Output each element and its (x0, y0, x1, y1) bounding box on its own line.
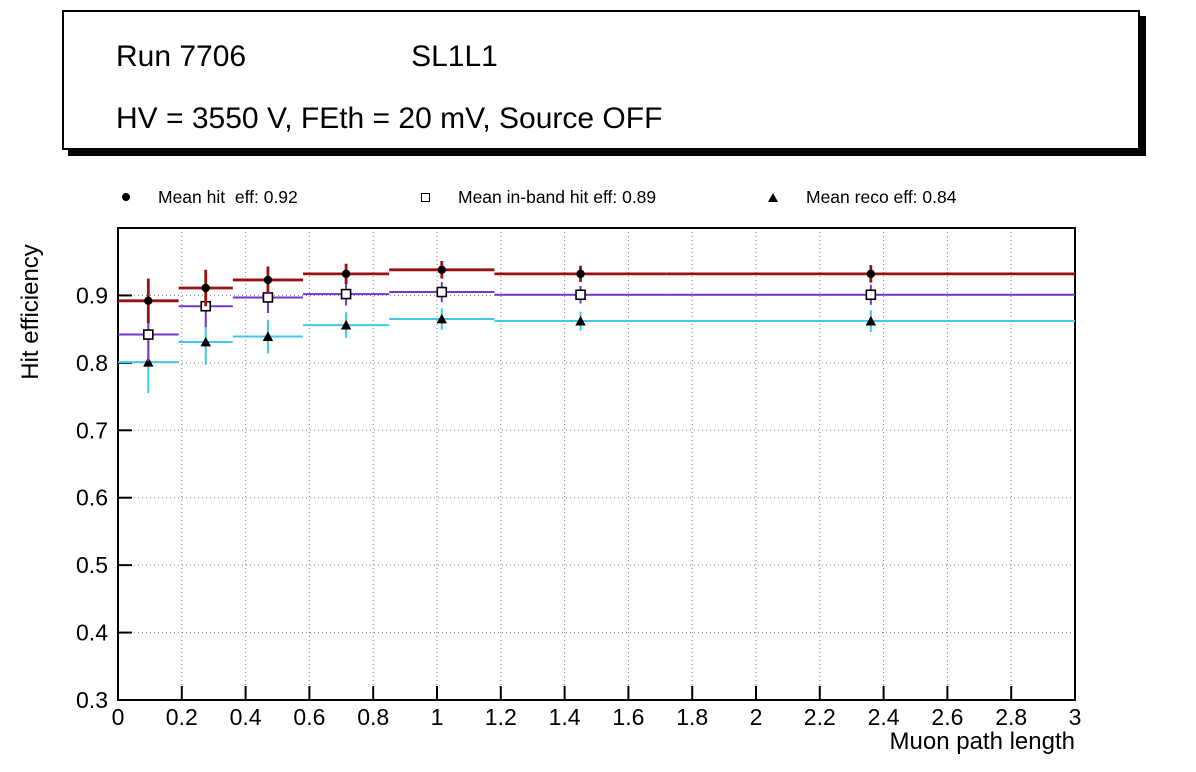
marker-mean-hit-eff (263, 275, 273, 285)
marker-mean-reco-eff (865, 315, 877, 326)
marker-mean-hit-eff (201, 283, 210, 293)
marker-mean-reco-eff (575, 315, 586, 326)
y-axis-title: Hit efficiency (17, 244, 44, 380)
x-axis-title: Muon path length (890, 728, 1075, 755)
y-tick-label: 0.8 (76, 350, 108, 376)
x-tick-label: 2.2 (804, 704, 836, 730)
marker-mean-hit-eff (144, 296, 153, 306)
marker-mean-reco-eff (436, 313, 447, 324)
legend-label-hit-eff: Mean hit eff: 0.92 (158, 186, 298, 207)
marker-mean-hit-eff (866, 269, 876, 279)
marker-mean-reco-eff (200, 336, 211, 347)
filled-triangle-icon (768, 192, 778, 202)
x-tick-label: 0.8 (357, 704, 389, 730)
run-number: Run 7706 (116, 40, 247, 73)
x-tick-label: 2.6 (931, 704, 963, 730)
marker-mean-inband-hit-eff (436, 286, 448, 298)
title-box: Run 7706 SL1L1 HV = 3550 V, FEth = 20 mV,… (62, 10, 1140, 150)
x-tick-label: 1.4 (549, 704, 581, 730)
marker-mean-hit-eff (341, 269, 351, 279)
legend-item-reco-eff: Mean reco eff: 0.84 (768, 184, 956, 210)
marker-mean-hit-eff (437, 265, 446, 275)
title-line-1: Run 7706 SL1L1 (116, 40, 498, 74)
x-tick-label: 2 (750, 704, 763, 730)
conditions-label: HV = 3550 V, FEth = 20 mV, Source OFF (116, 102, 663, 135)
x-tick-label: 1.6 (612, 704, 644, 730)
plot-frame (117, 227, 1076, 701)
marker-mean-inband-hit-eff (865, 289, 877, 301)
x-tick-label: 2.4 (868, 704, 900, 730)
legend-item-hit-eff: Mean hit eff: 0.92 (122, 184, 298, 210)
marker-mean-inband-hit-eff (262, 292, 274, 303)
legend-label-reco-eff: Mean reco eff: 0.84 (806, 186, 957, 207)
marker-mean-inband-hit-eff (575, 289, 586, 301)
marker-mean-reco-eff (340, 319, 352, 330)
marker-mean-reco-eff (143, 356, 154, 367)
x-tick-label: 2.8 (995, 704, 1027, 730)
x-tick-label: 1.2 (485, 704, 517, 730)
y-tick-label: 0.3 (76, 687, 108, 713)
x-tick-label: 0.4 (230, 704, 262, 730)
x-tick-label: 0.2 (166, 704, 198, 730)
legend-label-inband-hit-eff: Mean in-band hit eff: 0.89 (458, 186, 657, 207)
x-tick-label: 0 (112, 704, 125, 730)
y-tick-label: 0.5 (76, 552, 108, 578)
y-tick-label: 0.6 (76, 485, 108, 511)
y-tick-label: 0.9 (76, 282, 108, 308)
marker-mean-reco-eff (262, 331, 274, 341)
x-tick-label: 3 (1069, 704, 1082, 730)
x-tick-label: 0.6 (293, 704, 325, 730)
filled-circle-icon (122, 193, 130, 201)
marker-mean-inband-hit-eff (143, 329, 154, 340)
y-tick-label: 0.4 (76, 620, 108, 646)
marker-mean-hit-eff (576, 269, 585, 279)
x-tick-label: 1 (431, 704, 444, 730)
open-square-icon (421, 192, 430, 202)
chamber-label: SL1L1 (411, 40, 498, 73)
legend-item-inband-hit-eff: Mean in-band hit eff: 0.89 (421, 184, 656, 210)
x-tick-label: 1.8 (676, 704, 708, 730)
marker-mean-inband-hit-eff (340, 288, 352, 300)
y-tick-label: 0.7 (76, 417, 108, 443)
